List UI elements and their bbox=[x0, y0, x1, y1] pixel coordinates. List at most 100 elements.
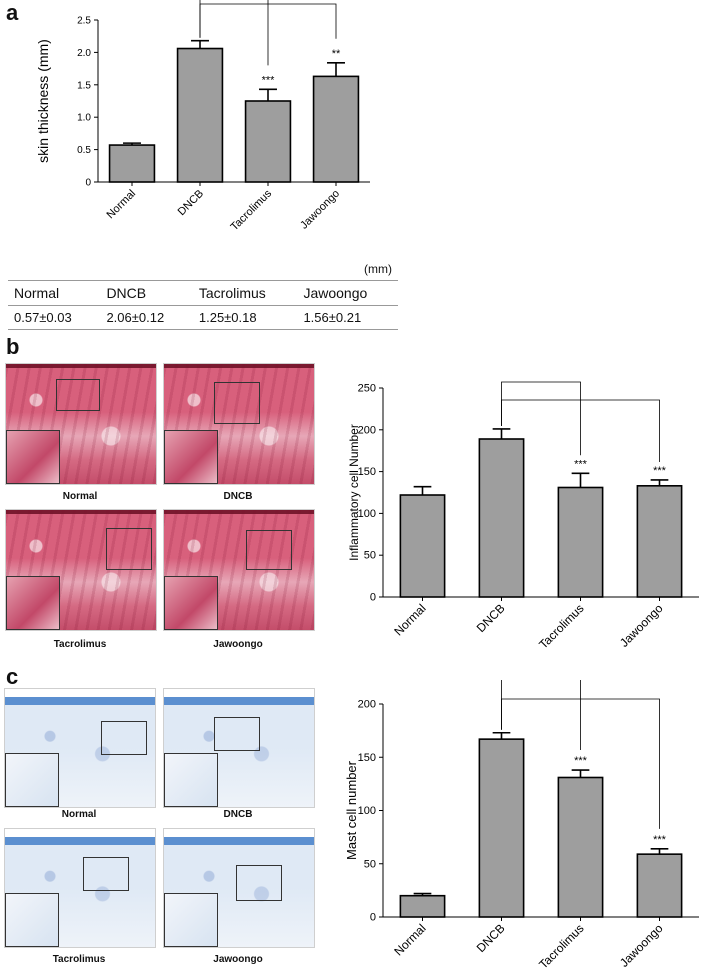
y-tick-label: 200 bbox=[358, 699, 376, 711]
y-tick-label: 150 bbox=[358, 466, 376, 478]
y-tick-label: 200 bbox=[358, 424, 376, 436]
bar-dncb bbox=[478, 438, 525, 598]
micrograph-caption: Jawoongo bbox=[213, 954, 263, 965]
y-axis-label: Inflammatory cell Number bbox=[347, 424, 361, 561]
micrograph-b-tacrolimus bbox=[5, 509, 157, 631]
x-tick-label: Tacrolimus bbox=[536, 921, 586, 970]
bar-jawoongo bbox=[636, 485, 683, 598]
zoom-region-box bbox=[236, 865, 282, 901]
x-tick-label: Jawoongo bbox=[298, 188, 342, 232]
table-value-dncb: 2.06±0.12 bbox=[100, 305, 193, 330]
y-tick-label: 1.5 bbox=[77, 80, 91, 91]
y-tick-label: 2.5 bbox=[77, 16, 91, 27]
bar-tacrolimus bbox=[557, 486, 604, 598]
y-tick-label: 0 bbox=[370, 912, 376, 924]
table-value-tacrolimus: 1.25±0.18 bbox=[192, 305, 298, 330]
inset-magnification bbox=[5, 753, 59, 807]
x-tick-label: DNCB bbox=[474, 601, 508, 635]
micrograph-b-normal bbox=[5, 363, 157, 485]
y-tick-label: 0 bbox=[85, 178, 91, 189]
zoom-region-box bbox=[83, 857, 129, 891]
inset-magnification bbox=[6, 430, 60, 484]
y-tick-label: 50 bbox=[364, 550, 376, 562]
zoom-region-box bbox=[214, 717, 260, 751]
micrograph-c-normal bbox=[4, 688, 156, 808]
panel-label-a: a bbox=[6, 0, 19, 25]
skin-thickness-chart: 0 0.5 1.0 1.5 2.0 2.5 skin thickness (mm) Norma… bbox=[35, 0, 370, 233]
zoom-region-box bbox=[246, 530, 292, 570]
y-tick-label: 100 bbox=[358, 508, 376, 520]
y-tick-label: 100 bbox=[358, 805, 376, 817]
inset-magnification bbox=[164, 430, 218, 484]
significance-marker: *** bbox=[653, 465, 667, 477]
micrograph-caption: DNCB bbox=[223, 809, 253, 820]
bar-dncb bbox=[176, 47, 224, 183]
panel-label-c: c bbox=[6, 664, 19, 689]
micrograph-caption: Jawoongo bbox=[213, 639, 263, 650]
micrograph-c-dncb bbox=[163, 688, 315, 808]
significance-marker: *** bbox=[653, 834, 667, 846]
inflammatory-cell-chart: 0 50 100 150 200 250 Inflammatory cell Number N… bbox=[347, 381, 699, 652]
zoom-region-box bbox=[56, 379, 100, 411]
comparison-bracket bbox=[501, 399, 660, 462]
micrograph-b-dncb bbox=[163, 363, 315, 485]
y-axis-label: Mast cell number bbox=[344, 760, 359, 860]
zoom-region-box bbox=[106, 528, 152, 570]
bar-normal bbox=[108, 144, 156, 183]
zoom-region-box bbox=[214, 382, 260, 424]
zoom-region-box bbox=[101, 721, 147, 755]
inset-magnification bbox=[5, 893, 59, 947]
significance-marker: *** bbox=[574, 458, 588, 470]
bar-tacrolimus bbox=[244, 100, 292, 183]
x-tick-label: Normal bbox=[105, 188, 139, 222]
table-header-normal: Normal bbox=[8, 280, 101, 306]
table-value-jawoongo: 1.56±0.21 bbox=[297, 305, 398, 330]
micrograph-caption: Normal bbox=[61, 809, 97, 820]
skin-thickness-table: (mm) Normal DNCB Tacrolimus Jawoongo 0.5… bbox=[8, 258, 398, 330]
micrograph-caption: Tacrolimus bbox=[53, 639, 107, 650]
mast-cell-chart: 0 50 100 150 200 Mast cell number Normal DNCB Ta… bbox=[344, 680, 699, 970]
y-tick-label: 2.0 bbox=[77, 48, 91, 59]
bar-normal bbox=[399, 894, 446, 918]
table-unit: (mm) bbox=[8, 258, 398, 281]
x-tick-label: Tacrolimus bbox=[228, 187, 274, 233]
bar-jawoongo bbox=[636, 853, 683, 918]
inset-magnification bbox=[6, 576, 60, 630]
bar-normal bbox=[399, 494, 446, 598]
x-tick-label: Normal bbox=[391, 601, 428, 638]
x-tick-label: Jawoongo bbox=[617, 601, 666, 650]
inset-magnification bbox=[164, 576, 218, 630]
x-tick-label: DNCB bbox=[176, 188, 207, 219]
significance-marker: *** bbox=[574, 755, 588, 767]
x-tick-label: Tacrolimus bbox=[536, 601, 586, 651]
inset-magnification bbox=[164, 893, 218, 947]
table-header-dncb: DNCB bbox=[100, 280, 193, 306]
bar-tacrolimus bbox=[557, 776, 604, 918]
y-tick-label: 250 bbox=[358, 383, 376, 395]
x-tick-label: Normal bbox=[391, 921, 428, 958]
table-value-normal: 0.57±0.03 bbox=[8, 305, 101, 330]
y-tick-label: 150 bbox=[358, 752, 376, 764]
x-tick-label: Jawoongo bbox=[617, 921, 666, 970]
micrograph-b-jawoongo bbox=[163, 509, 315, 631]
inset-magnification bbox=[164, 753, 218, 807]
micrograph-caption: DNCB bbox=[223, 491, 253, 502]
significance-marker: ** bbox=[332, 48, 341, 60]
significance-marker: *** bbox=[262, 74, 276, 86]
y-tick-label: 1.0 bbox=[77, 113, 91, 124]
y-tick-label: 0 bbox=[370, 592, 376, 604]
micrograph-c-jawoongo bbox=[163, 828, 315, 948]
x-tick-label: DNCB bbox=[474, 921, 508, 955]
comparison-bracket bbox=[501, 698, 660, 829]
panel-label-b: b bbox=[6, 334, 20, 359]
micrograph-caption: Normal bbox=[62, 491, 98, 502]
y-axis-label: skin thickness (mm) bbox=[35, 39, 51, 163]
bar-dncb bbox=[478, 738, 525, 918]
micrograph-c-tacrolimus bbox=[4, 828, 156, 948]
y-tick-label: 0.5 bbox=[77, 145, 91, 156]
comparison-bracket bbox=[199, 3, 337, 39]
micrograph-caption: Tacrolimus bbox=[52, 954, 106, 965]
y-tick-label: 50 bbox=[364, 858, 376, 870]
table-header-tacrolimus: Tacrolimus bbox=[192, 280, 298, 306]
bar-jawoongo bbox=[312, 75, 360, 183]
